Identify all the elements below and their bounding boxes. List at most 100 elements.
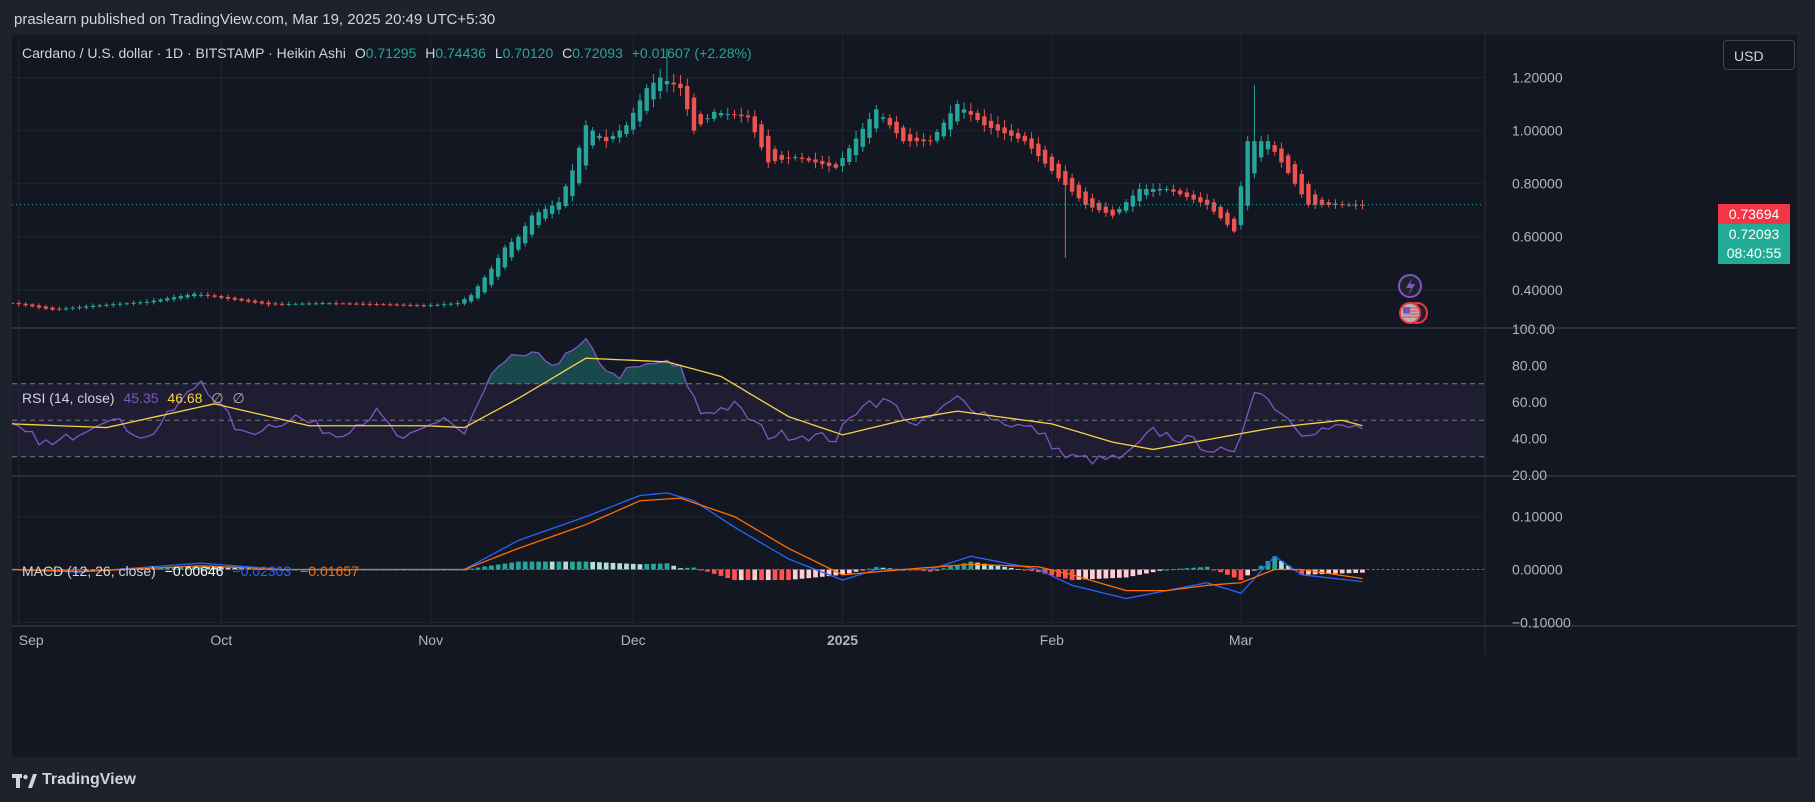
candle	[799, 152, 805, 164]
candle	[887, 114, 892, 129]
candle-body	[1117, 208, 1122, 213]
candle-body	[529, 215, 535, 235]
publish-header: praslearn published on TradingView.com, …	[0, 0, 1815, 34]
price-legend: Cardano / U.S. dollar · 1D · BITSTAMP · …	[22, 45, 757, 61]
histogram-bar	[191, 567, 197, 570]
candle	[732, 110, 737, 119]
y-tick-label: 60.00	[1512, 394, 1547, 410]
histogram-bar	[968, 561, 974, 570]
candle-body	[1225, 212, 1230, 225]
histogram-bar	[543, 561, 548, 570]
histogram-bar	[495, 564, 501, 570]
candle	[1137, 182, 1142, 207]
candle	[1090, 193, 1095, 212]
candle-body	[219, 296, 224, 298]
histogram-bar	[1083, 569, 1088, 580]
candle	[617, 124, 622, 143]
candle	[70, 305, 75, 311]
candle-body	[333, 303, 339, 305]
candle	[624, 121, 629, 138]
candle	[658, 68, 663, 100]
candle-body	[374, 303, 379, 305]
previous-close-tag: 0.73694	[1718, 204, 1790, 224]
candle	[1144, 184, 1149, 200]
na-icon: ∅	[211, 390, 224, 406]
macd-value: −0.02303	[232, 563, 292, 579]
candle	[462, 296, 467, 306]
candle	[12, 302, 15, 305]
candle-body	[759, 124, 764, 148]
candle	[725, 107, 730, 120]
candle-body	[23, 303, 28, 306]
candle-body	[1123, 202, 1129, 211]
candle	[576, 144, 582, 186]
candle-body	[671, 82, 676, 85]
candle-body	[644, 88, 649, 111]
candle-body	[1076, 184, 1082, 199]
candle-body	[1191, 194, 1196, 200]
candle-body	[1333, 203, 1338, 205]
candle-body	[1211, 202, 1217, 212]
candle	[1204, 194, 1210, 210]
histogram-bar	[671, 565, 677, 570]
candle-body	[813, 159, 818, 163]
histogram-bar	[1306, 569, 1311, 575]
currency-button[interactable]: USD	[1723, 40, 1795, 70]
histogram-bar	[1218, 569, 1224, 573]
chart-canvas[interactable]: 1.20000 1.00000 0.80000 0.60000 0.40000 100.0…	[12, 35, 1797, 757]
histogram-bar	[522, 561, 528, 570]
candle-body	[820, 160, 825, 165]
candle-body	[124, 303, 129, 305]
open-key: O	[354, 45, 366, 61]
candle-body	[313, 303, 319, 305]
candle-body	[1164, 188, 1169, 190]
candle-body	[266, 302, 271, 305]
candle-body	[658, 77, 663, 92]
histogram-bar	[218, 567, 224, 570]
candle	[651, 73, 656, 108]
histogram-bar	[975, 562, 980, 570]
candle-body	[273, 303, 278, 305]
candle	[1191, 190, 1196, 204]
candle-body	[549, 205, 555, 214]
histogram-bar	[1346, 569, 1352, 574]
histogram-bar	[1096, 569, 1102, 579]
histogram-bar	[779, 569, 785, 581]
candle	[1123, 199, 1129, 214]
histogram-bar	[597, 562, 602, 570]
chart-frame[interactable]: 1.20000 1.00000 0.80000 0.60000 0.40000 100.0…	[12, 35, 1797, 757]
candle-body	[624, 125, 629, 135]
histogram-bar	[1319, 569, 1325, 575]
candle-body	[833, 164, 838, 168]
candle	[1130, 189, 1136, 212]
candle	[597, 132, 602, 141]
candle-body	[995, 124, 1001, 131]
candle	[536, 209, 541, 228]
histogram-bar	[954, 564, 960, 570]
candle-body	[63, 308, 69, 310]
candle-body	[1029, 138, 1034, 149]
candle-body	[718, 113, 724, 116]
y-tick-label: 40.00	[1512, 431, 1547, 447]
candle-body	[583, 125, 589, 166]
candle-body	[43, 306, 48, 309]
x-tick-label: Sep	[19, 632, 44, 648]
candle-body	[779, 155, 784, 160]
candle-body	[354, 303, 359, 305]
candle	[1225, 209, 1230, 228]
candle	[631, 107, 636, 135]
histogram-bar	[1076, 569, 1082, 580]
candle-body	[401, 304, 406, 306]
histogram-bar	[151, 568, 157, 570]
candle	[408, 303, 413, 307]
histogram-bar	[752, 569, 758, 581]
candle	[360, 301, 366, 306]
candle-body	[1022, 135, 1028, 142]
histogram-bar	[198, 566, 204, 570]
candle-body	[1360, 204, 1365, 206]
histogram-bar	[1238, 569, 1244, 581]
candle	[543, 205, 548, 222]
candle-body	[1083, 191, 1088, 205]
candle	[806, 155, 811, 163]
candle-body	[610, 135, 616, 140]
